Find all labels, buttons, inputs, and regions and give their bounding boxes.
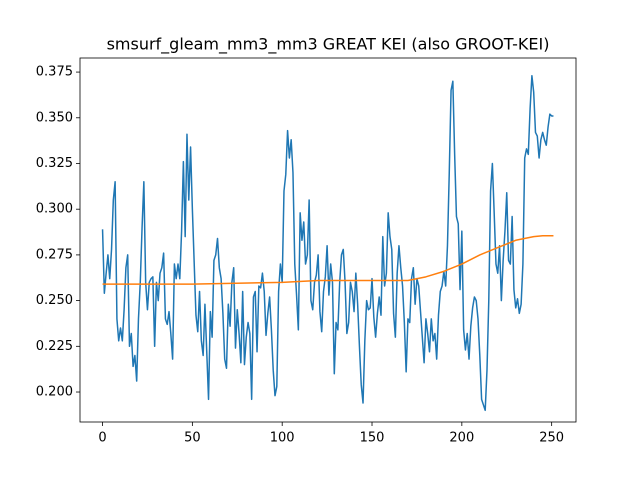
y-tick-label: 0.225 — [36, 339, 73, 354]
y-tick-label: 0.350 — [36, 110, 73, 125]
chart-title: smsurf_gleam_mm3_mm3 GREAT KEI (also GRO… — [107, 35, 550, 55]
x-tick-label: 250 — [539, 431, 564, 446]
plot-frame — [79, 57, 577, 423]
y-tick-label: 0.200 — [36, 385, 73, 400]
x-tick-label: 200 — [449, 431, 474, 446]
x-tick-label: 50 — [184, 431, 201, 446]
y-tick-label: 0.300 — [36, 202, 73, 217]
x-tick-label: 100 — [270, 431, 295, 446]
x-tick-label: 150 — [360, 431, 385, 446]
x-tick-label: 0 — [98, 431, 106, 446]
y-tick-label: 0.325 — [36, 156, 73, 171]
data-line — [101, 74, 554, 412]
y-tick-label: 0.250 — [36, 293, 73, 308]
y-tick-label: 0.375 — [36, 65, 73, 80]
data-line — [102, 234, 554, 285]
y-tick-label: 0.275 — [36, 247, 73, 262]
